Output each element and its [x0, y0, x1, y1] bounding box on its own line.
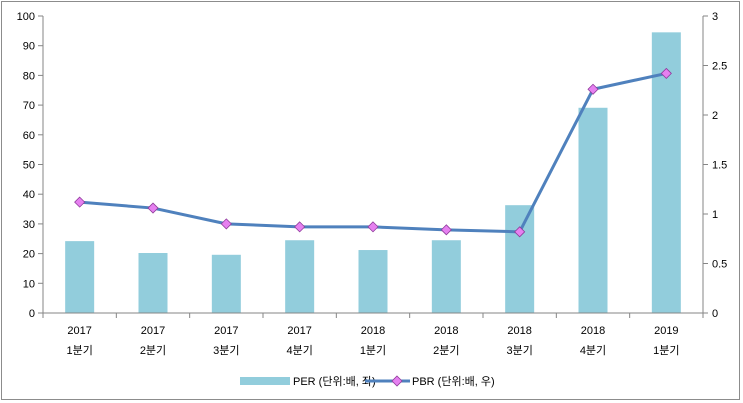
bar-per-1	[138, 253, 168, 313]
x-tick-label-year-5: 2018	[434, 325, 458, 337]
marker-pbr-7	[587, 83, 599, 95]
bar-per-0	[65, 241, 95, 313]
y-left-tick-label-5: 50	[23, 160, 35, 172]
y-left-tick-label-6: 60	[23, 130, 35, 142]
legend-swatch-per	[240, 377, 290, 385]
bar-per-5	[431, 240, 461, 313]
x-tick-label-year-0: 2017	[67, 325, 91, 337]
y-left-tick-label-8: 80	[23, 70, 35, 82]
x-tick-label-quarter-8: 1분기	[653, 344, 679, 357]
x-tick-label-quarter-3: 4분기	[286, 344, 312, 357]
x-tick-label-year-4: 2018	[361, 325, 385, 337]
y-right-tick-label-0: 0	[712, 308, 718, 320]
y-right-tick-label-6: 3	[712, 11, 718, 23]
x-tick-label-year-6: 2018	[507, 325, 531, 337]
legend-marker-pbr	[391, 375, 403, 387]
marker-pbr-2	[220, 218, 232, 230]
y-right-tick-label-3: 1.5	[712, 160, 727, 172]
legend: PER (단위:배, 좌) PBR (단위:배, 우)	[240, 375, 495, 388]
y-right-tick-label-1: 0.5	[712, 259, 727, 271]
x-tick-label-year-8: 2019	[654, 325, 678, 337]
y-left-tick-label-10: 100	[17, 11, 35, 23]
x-tick-label-year-2: 2017	[214, 325, 238, 337]
y-left-tick-label-3: 30	[23, 219, 35, 231]
line-pbr	[79, 71, 667, 234]
bar-per-2	[211, 254, 241, 313]
x-tick-label-year-3: 2017	[287, 325, 311, 337]
y-right-tick-label-5: 2.5	[712, 61, 727, 73]
marker-pbr-4	[367, 221, 379, 233]
y-left-tick-label-0: 0	[29, 308, 35, 320]
x-tick-label-quarter-4: 1분기	[360, 344, 386, 357]
x-tick-label-quarter-5: 2분기	[433, 344, 459, 357]
y-right-tick-label-2: 1	[712, 209, 718, 221]
bar-per-7	[578, 107, 608, 313]
y-left-tick-label-7: 70	[23, 100, 35, 112]
y-left-tick-label-1: 10	[23, 278, 35, 290]
x-tick-label-year-1: 2017	[141, 325, 165, 337]
marker-pbr-5	[440, 224, 452, 236]
legend-label-per: PER (단위:배, 좌)	[293, 375, 376, 388]
x-tick-label-quarter-2: 3분기	[213, 344, 239, 357]
bar-per-4	[358, 250, 388, 313]
bar-per-3	[285, 240, 315, 313]
marker-pbr-3	[294, 221, 306, 233]
x-tick-label-quarter-7: 4분기	[580, 344, 606, 357]
x-tick-label-quarter-1: 2분기	[140, 344, 166, 357]
marker-pbr-8	[660, 67, 672, 79]
bar-per-6	[505, 205, 535, 313]
marker-pbr-1	[147, 202, 159, 214]
x-tick-label-quarter-0: 1분기	[66, 344, 92, 357]
plot-area: 0 10 20 30 40 50 60 70 80 90 100 0 0.5 1 1.5 2 2.5 3 2017 1…	[17, 11, 728, 357]
y-right-tick-label-4: 2	[712, 110, 718, 122]
y-left-tick-label-2: 20	[23, 249, 35, 261]
x-tick-label-quarter-6: 3분기	[506, 344, 532, 357]
y-left-tick-label-4: 40	[23, 189, 35, 201]
y-left-tick-label-9: 90	[23, 41, 35, 53]
marker-pbr-0	[74, 196, 86, 208]
legend-label-pbr: PBR (단위:배, 우)	[412, 375, 495, 388]
bar-per-8	[651, 32, 681, 314]
x-tick-label-year-7: 2018	[581, 325, 605, 337]
marker-pbr-6	[514, 226, 526, 238]
